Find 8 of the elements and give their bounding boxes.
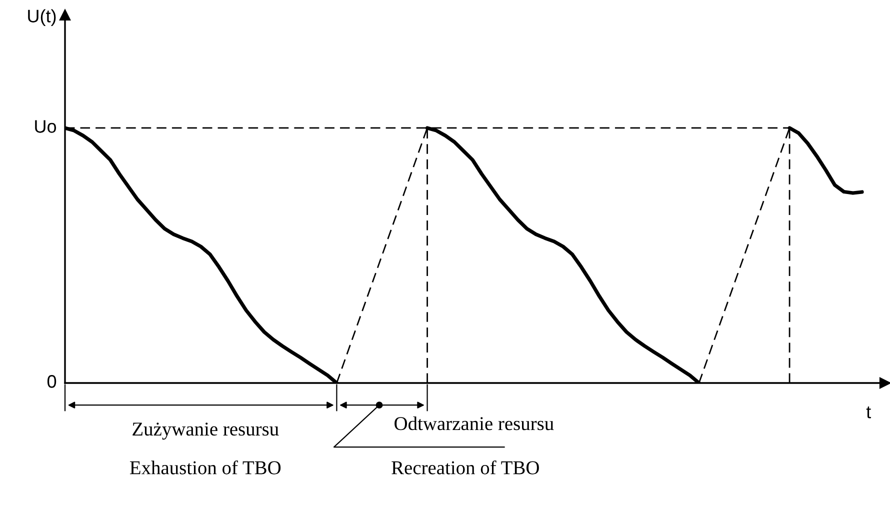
x-axis-title: t (866, 406, 871, 418)
text: Recreation of TBO (392, 460, 539, 474)
text: 0 (47, 375, 56, 388)
text: Exhaustion of TBO (130, 460, 281, 474)
text: Odtwarzanie resursu (394, 416, 554, 430)
text: Zużywanie resursu (132, 422, 279, 440)
text: U(t) (28, 9, 56, 26)
text: Uo (35, 120, 56, 133)
